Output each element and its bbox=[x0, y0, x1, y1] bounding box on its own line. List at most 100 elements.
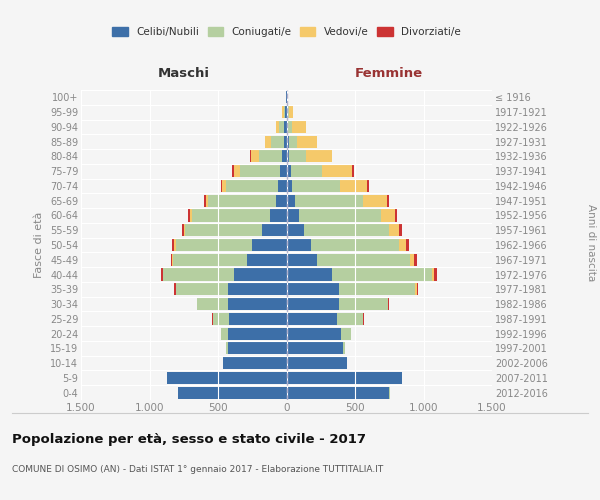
Bar bbox=[288, 121, 292, 133]
Bar bbox=[275, 121, 279, 133]
Bar bbox=[311, 239, 399, 251]
Bar bbox=[197, 298, 227, 310]
Bar bbox=[399, 224, 401, 236]
Bar bbox=[297, 136, 317, 147]
Bar bbox=[222, 180, 226, 192]
Bar bbox=[363, 313, 364, 325]
Bar bbox=[271, 136, 284, 147]
Bar bbox=[176, 239, 252, 251]
Bar bbox=[226, 342, 227, 354]
Bar bbox=[265, 136, 271, 147]
Bar bbox=[288, 106, 289, 118]
Bar bbox=[227, 342, 287, 354]
Bar bbox=[178, 386, 287, 398]
Bar bbox=[299, 210, 381, 222]
Bar bbox=[305, 150, 332, 162]
Bar bbox=[283, 150, 287, 162]
Bar bbox=[212, 313, 229, 325]
Text: Maschi: Maschi bbox=[158, 66, 210, 80]
Bar bbox=[167, 372, 287, 384]
Text: Anni di nascita: Anni di nascita bbox=[586, 204, 596, 281]
Bar bbox=[287, 136, 289, 147]
Bar bbox=[221, 328, 227, 340]
Bar bbox=[240, 165, 280, 177]
Bar bbox=[389, 386, 390, 398]
Bar bbox=[163, 268, 235, 280]
Bar bbox=[287, 194, 295, 207]
Bar bbox=[287, 298, 338, 310]
Bar bbox=[235, 268, 287, 280]
Y-axis label: Fasce di età: Fasce di età bbox=[34, 212, 44, 278]
Bar bbox=[226, 180, 278, 192]
Bar bbox=[250, 150, 251, 162]
Bar bbox=[259, 150, 283, 162]
Bar bbox=[247, 254, 287, 266]
Bar bbox=[190, 210, 192, 222]
Bar bbox=[386, 194, 389, 207]
Bar bbox=[340, 180, 367, 192]
Bar bbox=[332, 268, 432, 280]
Bar bbox=[227, 283, 287, 296]
Bar bbox=[287, 357, 347, 369]
Bar bbox=[206, 194, 208, 207]
Bar bbox=[292, 121, 305, 133]
Bar bbox=[290, 165, 322, 177]
Bar bbox=[227, 298, 287, 310]
Bar bbox=[287, 239, 311, 251]
Bar bbox=[287, 254, 317, 266]
Bar bbox=[221, 180, 222, 192]
Bar bbox=[182, 224, 184, 236]
Bar bbox=[287, 342, 343, 354]
Bar bbox=[287, 121, 288, 133]
Bar bbox=[229, 313, 287, 325]
Bar bbox=[252, 239, 287, 251]
Bar bbox=[176, 283, 227, 296]
Bar bbox=[287, 224, 304, 236]
Bar bbox=[286, 92, 287, 104]
Bar bbox=[262, 224, 287, 236]
Bar bbox=[406, 239, 409, 251]
Bar bbox=[204, 194, 206, 207]
Bar bbox=[401, 372, 402, 384]
Bar bbox=[289, 106, 293, 118]
Bar bbox=[434, 268, 437, 280]
Bar bbox=[338, 283, 415, 296]
Bar bbox=[283, 106, 284, 118]
Bar bbox=[292, 180, 340, 192]
Bar bbox=[188, 210, 190, 222]
Bar bbox=[280, 165, 287, 177]
Bar bbox=[287, 386, 389, 398]
Bar bbox=[287, 210, 299, 222]
Bar bbox=[287, 283, 338, 296]
Bar bbox=[161, 268, 163, 280]
Bar bbox=[289, 150, 305, 162]
Bar bbox=[174, 283, 176, 296]
Bar bbox=[352, 165, 353, 177]
Text: COMUNE DI OSIMO (AN) - Dati ISTAT 1° gennaio 2017 - Elaborazione TUTTITALIA.IT: COMUNE DI OSIMO (AN) - Dati ISTAT 1° gen… bbox=[12, 466, 383, 474]
Bar bbox=[172, 254, 173, 266]
Bar bbox=[284, 106, 285, 118]
Bar bbox=[414, 254, 416, 266]
Bar bbox=[171, 254, 172, 266]
Bar bbox=[232, 165, 234, 177]
Bar bbox=[287, 313, 337, 325]
Bar bbox=[285, 106, 287, 118]
Bar bbox=[234, 165, 240, 177]
Bar bbox=[270, 210, 287, 222]
Bar bbox=[304, 224, 389, 236]
Bar bbox=[289, 136, 297, 147]
Bar bbox=[415, 283, 416, 296]
Bar bbox=[208, 194, 275, 207]
Bar bbox=[338, 298, 388, 310]
Bar bbox=[399, 239, 406, 251]
Bar bbox=[173, 254, 247, 266]
Bar bbox=[381, 210, 395, 222]
Bar bbox=[287, 150, 289, 162]
Bar bbox=[227, 328, 287, 340]
Bar bbox=[174, 239, 176, 251]
Bar bbox=[295, 194, 363, 207]
Bar bbox=[343, 342, 345, 354]
Legend: Celibi/Nubili, Coniugati/e, Vedovi/e, Divorziati/e: Celibi/Nubili, Coniugati/e, Vedovi/e, Di… bbox=[112, 27, 461, 37]
Bar bbox=[367, 180, 369, 192]
Bar bbox=[317, 254, 410, 266]
